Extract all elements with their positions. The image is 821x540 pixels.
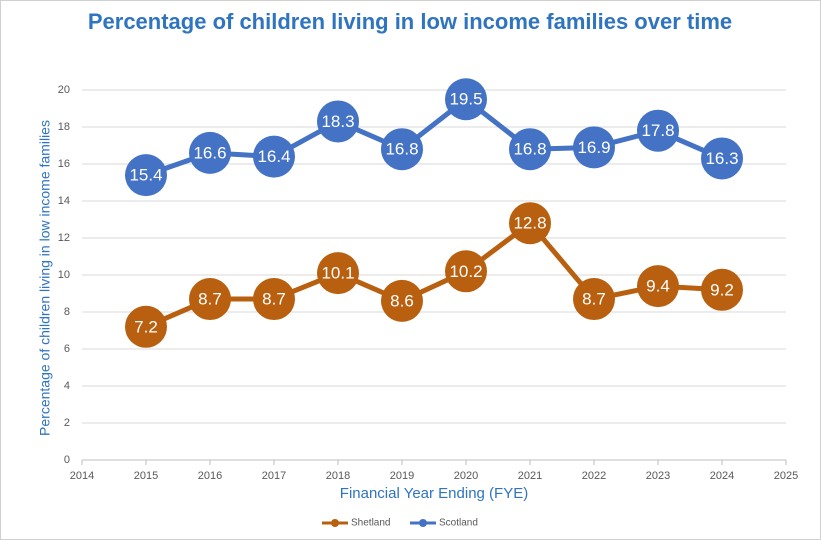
x-tick-label: 2025: [774, 470, 798, 482]
x-tick-label: 2021: [518, 470, 542, 482]
data-point: [445, 78, 487, 121]
y-tick-label: 4: [64, 380, 70, 392]
x-tick-label: 2018: [326, 470, 350, 482]
data-point: [317, 252, 359, 295]
data-label: 8.7: [262, 290, 286, 309]
x-tick-label: 2022: [582, 470, 606, 482]
x-tick-label: 2020: [454, 470, 478, 482]
data-point: [125, 305, 167, 348]
data-label: 16.6: [193, 143, 226, 162]
x-axis-label: Financial Year Ending (FYE): [340, 485, 528, 502]
data-label: 10.1: [321, 264, 354, 283]
y-tick-label: 14: [58, 195, 70, 207]
data-point: [573, 126, 615, 169]
x-tick-label: 2016: [198, 470, 222, 482]
y-tick-label: 16: [58, 158, 70, 170]
data-point: [189, 278, 231, 321]
legend-marker: [331, 519, 339, 527]
x-tick-label: 2014: [70, 470, 94, 482]
data-label: 16.9: [577, 138, 610, 157]
data-point: [509, 202, 551, 245]
data-label: 18.3: [321, 112, 354, 131]
y-tick-label: 12: [58, 232, 70, 244]
data-label: 16.4: [257, 147, 290, 166]
legend-marker: [419, 519, 427, 527]
data-point: [253, 278, 295, 321]
y-tick-label: 2: [64, 417, 70, 429]
x-tick-label: 2019: [390, 470, 414, 482]
data-point: [637, 109, 679, 152]
data-label: 9.2: [710, 280, 734, 299]
data-label: 16.8: [513, 140, 546, 159]
x-tick-label: 2023: [646, 470, 670, 482]
data-label: 7.2: [134, 317, 158, 336]
data-point: [701, 137, 743, 180]
y-tick-label: 6: [64, 343, 70, 355]
data-point: [317, 100, 359, 143]
data-label: 10.2: [449, 262, 482, 281]
y-tick-label: 20: [58, 84, 70, 96]
data-point: [573, 278, 615, 321]
data-point: [125, 154, 167, 197]
data-label: 16.3: [705, 149, 738, 168]
data-label: 16.8: [385, 140, 418, 159]
data-point: [381, 128, 423, 171]
data-point: [445, 250, 487, 293]
data-label: 9.4: [646, 277, 670, 296]
legend-label: Shetland: [351, 518, 390, 529]
data-label: 12.8: [513, 214, 546, 233]
x-tick-label: 2017: [262, 470, 286, 482]
y-tick-label: 10: [58, 269, 70, 281]
series-line: [145, 96, 723, 178]
data-label: 8.6: [390, 291, 414, 310]
data-point: [701, 268, 743, 311]
data-label: 15.4: [129, 166, 162, 185]
legend-label: Scotland: [439, 518, 478, 529]
data-point: [253, 135, 295, 178]
data-label: 8.7: [582, 290, 606, 309]
data-label: 19.5: [449, 90, 482, 109]
data-point: [637, 265, 679, 308]
data-point: [381, 279, 423, 322]
data-label: 17.8: [641, 121, 674, 140]
y-tick-label: 18: [58, 121, 70, 133]
y-tick-label: 8: [64, 306, 70, 318]
x-tick-label: 2024: [710, 470, 734, 482]
x-tick-label: 2015: [134, 470, 158, 482]
data-point: [509, 128, 551, 171]
data-label: 8.7: [198, 290, 222, 309]
series-line: [145, 220, 723, 330]
chart-title: Percentage of children living in low inc…: [87, 9, 733, 34]
data-point: [189, 131, 231, 174]
y-tick-label: 0: [64, 454, 70, 466]
y-axis-label: Percentage of children living in low inc…: [37, 120, 53, 436]
